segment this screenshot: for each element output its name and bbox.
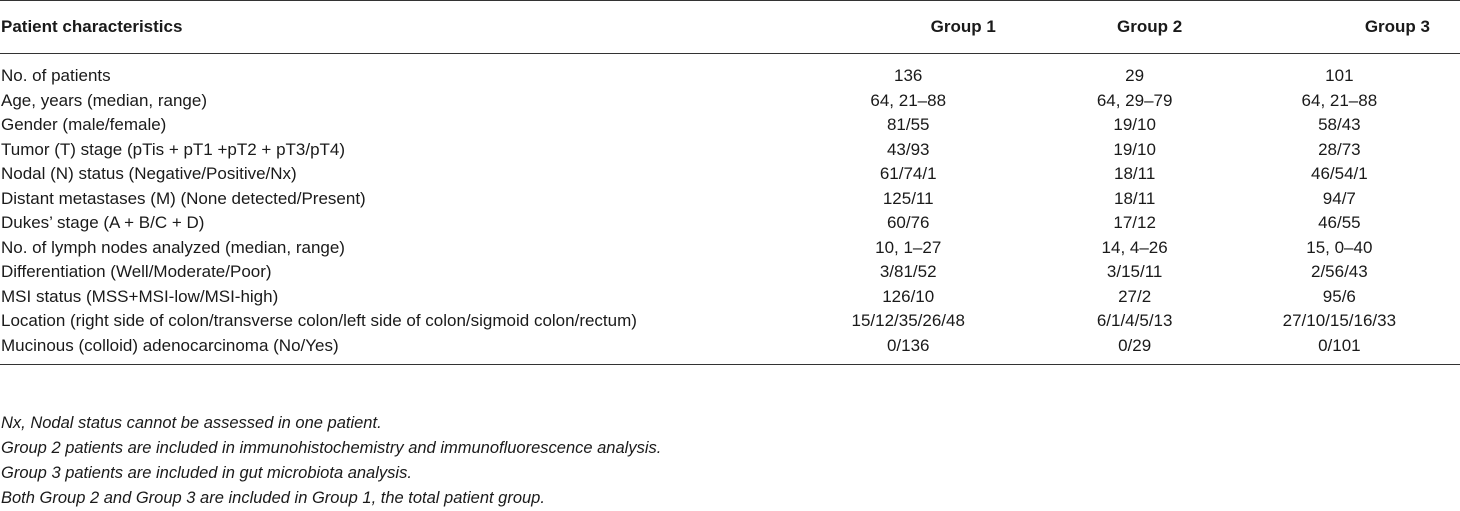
row-label: Distant metastases (M) (None detected/Pr…	[1, 188, 366, 208]
row-label: Location (right side of colon/transverse…	[1, 311, 637, 331]
row-label: Age, years (median, range)	[1, 90, 207, 110]
cell-group-1: 43/93	[886, 139, 930, 159]
header-group-1: Group 1	[930, 17, 996, 36]
cell-group-2: 0/29	[1118, 335, 1152, 355]
cell-group-3: 28/73	[1318, 139, 1361, 159]
table-row: Gender (male/female) 81/55 19/10 58/43	[0, 113, 1460, 138]
row-label: Dukes’ stage (A + B/C + D)	[1, 213, 205, 233]
cell-group-3: 64, 21–88	[1301, 90, 1378, 110]
cell-group-2: 17/12	[1113, 213, 1156, 233]
header-group-3: Group 3	[1364, 17, 1430, 36]
cell-group-1: 0/136	[886, 335, 930, 355]
table-header: Patient characteristics Group 1 Group 2 …	[0, 0, 1460, 54]
row-label: MSI status (MSS+MSI-low/MSI-high)	[1, 286, 279, 306]
table-row: No. of lymph nodes analyzed (median, ran…	[0, 236, 1460, 261]
cell-group-3: 27/10/15/16/33	[1282, 311, 1397, 331]
table-row: MSI status (MSS+MSI-low/MSI-high) 126/10…	[0, 285, 1460, 310]
table-row: Age, years (median, range) 64, 21–88 64,…	[0, 89, 1460, 114]
row-label: Nodal (N) status (Negative/Positive/Nx)	[1, 164, 297, 184]
footnote-nx: Nx, Nodal status cannot be assessed in o…	[1, 414, 382, 432]
row-label: Tumor (T) stage (pTis + pT1 +pT2 + pT3/p…	[1, 139, 346, 159]
cell-group-1: 61/74/1	[879, 164, 937, 184]
cell-group-1: 64, 21–88	[870, 90, 947, 110]
footnote-group-1: Both Group 2 and Group 3 are included in…	[1, 489, 545, 507]
cell-group-2: 18/11	[1114, 164, 1156, 184]
cell-group-2: 14, 4–26	[1101, 237, 1168, 257]
cell-group-3: 0/101	[1318, 335, 1361, 355]
header-group-2: Group 2	[1117, 17, 1183, 36]
table-row: Differentiation (Well/Moderate/Poor) 3/8…	[0, 260, 1460, 285]
row-label: No. of lymph nodes analyzed (median, ran…	[1, 237, 345, 257]
cell-group-2: 19/10	[1113, 115, 1156, 135]
cell-group-3: 101	[1325, 66, 1354, 86]
cell-group-3: 46/55	[1318, 213, 1361, 233]
cell-group-3: 2/56/43	[1310, 262, 1368, 282]
row-label: Differentiation (Well/Moderate/Poor)	[1, 262, 272, 282]
header-row: Patient characteristics Group 1 Group 2 …	[0, 0, 1460, 54]
row-label: Gender (male/female)	[1, 115, 167, 135]
table-footnotes: Nx, Nodal status cannot be assessed in o…	[1, 411, 661, 511]
table-row: Distant metastases (M) (None detected/Pr…	[0, 187, 1460, 212]
table-row: Nodal (N) status (Negative/Positive/Nx) …	[0, 162, 1460, 187]
footnote-group-2: Group 2 patients are included in immunoh…	[1, 439, 662, 457]
table-row: Dukes’ stage (A + B/C + D) 60/76 17/12 4…	[0, 211, 1460, 236]
cell-group-2: 6/1/4/5/13	[1096, 311, 1173, 331]
cell-group-1: 126/10	[882, 286, 935, 306]
cell-group-3: 15, 0–40	[1306, 237, 1373, 257]
cell-group-2: 19/10	[1113, 139, 1156, 159]
cell-group-1: 10, 1–27	[875, 237, 942, 257]
cell-group-2: 64, 29–79	[1096, 90, 1173, 110]
cell-group-2: 3/15/11	[1106, 262, 1163, 282]
cell-group-3: 94/7	[1322, 188, 1356, 208]
cell-group-3: 46/54/1	[1310, 164, 1368, 184]
cell-group-3: 58/43	[1318, 115, 1361, 135]
cell-group-1: 15/12/35/26/48	[851, 311, 965, 331]
cell-group-3: 95/6	[1322, 286, 1356, 306]
patient-characteristics-table: Patient characteristics Group 1 Group 2 …	[0, 0, 1460, 365]
table-row: Location (right side of colon/transverse…	[0, 309, 1460, 334]
header-characteristics: Patient characteristics	[1, 17, 183, 36]
cell-group-1: 3/81/52	[879, 262, 937, 282]
table-body: No. of patients 136 29 101 Age, years (m…	[0, 54, 1460, 365]
cell-group-1: 60/76	[886, 213, 930, 233]
row-label: Mucinous (colloid) adenocarcinoma (No/Ye…	[1, 335, 339, 355]
cell-group-2: 27/2	[1118, 286, 1152, 306]
table-row: No. of patients 136 29 101	[0, 54, 1460, 89]
cell-group-1: 136	[894, 66, 923, 86]
cell-group-1: 125/11	[882, 188, 934, 208]
cell-group-2: 29	[1125, 66, 1145, 86]
table-row: Tumor (T) stage (pTis + pT1 +pT2 + pT3/p…	[0, 138, 1460, 163]
footnote-group-3: Group 3 patients are included in gut mic…	[1, 464, 412, 482]
cell-group-2: 18/11	[1114, 188, 1156, 208]
table-row: Mucinous (colloid) adenocarcinoma (No/Ye…	[0, 334, 1460, 365]
cell-group-1: 81/55	[886, 115, 930, 135]
row-label: No. of patients	[1, 66, 111, 86]
